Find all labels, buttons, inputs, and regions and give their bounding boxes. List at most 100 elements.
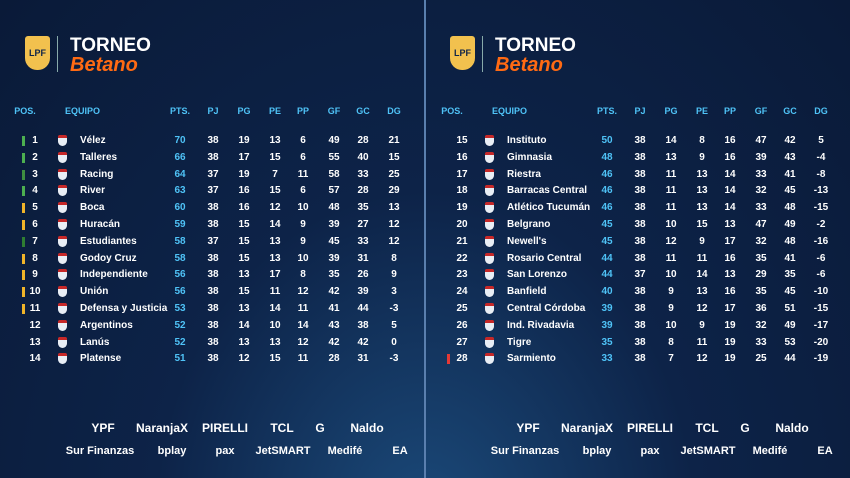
stat: 33	[755, 202, 767, 214]
position: 16	[456, 151, 468, 163]
stat: 16	[724, 151, 736, 163]
stat: 58	[328, 168, 340, 180]
team-badge	[485, 185, 494, 197]
stat: 43	[328, 319, 340, 331]
stat: 48	[328, 202, 340, 214]
team-badge	[485, 252, 494, 264]
stat: 5	[391, 319, 397, 331]
stat: 16	[238, 185, 250, 197]
stat: 11	[665, 252, 677, 264]
column-header: GF	[754, 106, 768, 116]
team-badge	[485, 303, 494, 314]
position: 7	[32, 235, 38, 247]
stat: -4	[816, 151, 826, 163]
sponsor-logo: TCL	[270, 421, 294, 435]
stat: 38	[634, 151, 646, 163]
standings-panel: LPF TORNEO Betano POS. EQUIPO PTS. PJ PG PE PP GF G…	[425, 0, 850, 478]
stat: -20	[813, 336, 829, 348]
stat: 8	[699, 135, 705, 146]
column-header: EQUIPO	[492, 106, 528, 116]
stat: 16	[238, 202, 250, 214]
stat: 9	[699, 235, 705, 247]
sponsor-logo: Sur Finanzas	[490, 445, 560, 457]
stat: 35	[784, 269, 796, 281]
stat: 38	[634, 185, 646, 197]
sponsor-logo: NaranjaX	[135, 421, 189, 435]
team-badge	[58, 286, 67, 298]
stat: 35	[755, 252, 767, 264]
stat: 37	[207, 185, 219, 197]
team-name: Central Córdoba	[507, 303, 586, 314]
stat: 42	[784, 135, 796, 146]
stat: 38	[207, 286, 219, 298]
stat: 48	[784, 202, 796, 214]
team-badge	[58, 269, 67, 281]
team-badge	[485, 353, 494, 365]
stat: 17	[238, 151, 250, 163]
position: 14	[29, 353, 41, 365]
sponsor-logo: EA	[392, 445, 408, 457]
stat: 9	[699, 319, 705, 331]
team-name: Godoy Cruz	[80, 252, 137, 264]
stat: 15	[696, 219, 708, 230]
stat: 13	[238, 269, 250, 281]
position: 15	[456, 135, 468, 146]
team-name: Defensa y Justicia	[80, 303, 168, 314]
logo-divider	[482, 36, 483, 72]
stat: 13	[388, 202, 400, 214]
stat: 12	[388, 235, 400, 247]
stat: 40	[601, 286, 613, 298]
position: 23	[456, 269, 468, 281]
stat: 11	[297, 168, 309, 180]
sponsor-logo: TCL	[695, 421, 719, 435]
stat: 41	[784, 168, 796, 180]
position: 6	[32, 219, 38, 230]
stat: 45	[601, 235, 613, 247]
position: 26	[456, 319, 468, 331]
panel-separator	[424, 0, 426, 478]
team-badge	[485, 219, 494, 230]
stat: 33	[357, 235, 369, 247]
zone-marker	[22, 152, 25, 163]
sponsor-logo: Naldo	[350, 421, 384, 435]
stat: 15	[269, 151, 281, 163]
position: 24	[456, 286, 468, 298]
stat: 31	[357, 252, 369, 264]
team-name: Estudiantes	[80, 235, 137, 247]
stat: 19	[724, 353, 736, 365]
stat: 49	[328, 135, 340, 146]
stat: 41	[328, 303, 340, 314]
position: 18	[456, 185, 468, 197]
stat: 42	[357, 336, 369, 348]
team-name: Unión	[80, 286, 109, 298]
team-name: Belgrano	[507, 219, 551, 230]
stat: 38	[207, 202, 219, 214]
column-header: EQUIPO	[65, 106, 101, 116]
stat: 17	[269, 269, 281, 281]
stat: 53	[174, 303, 186, 314]
stat: 38	[634, 286, 646, 298]
position: 11	[29, 303, 41, 314]
header-title: TORNEO	[495, 35, 576, 56]
zone-marker	[22, 287, 25, 298]
column-header: PTS.	[596, 106, 618, 116]
team-name: Tigre	[507, 336, 532, 348]
stat: 7	[668, 353, 674, 365]
column-header: DG	[387, 106, 401, 116]
team-badge	[58, 185, 67, 197]
stat: 12	[238, 353, 250, 365]
stat: 14	[696, 269, 708, 281]
stat: -3	[389, 353, 399, 365]
team-badge	[58, 319, 67, 331]
stat: 38	[207, 219, 219, 230]
team-badge	[485, 151, 494, 163]
stat: -15	[813, 202, 829, 214]
stat: 40	[357, 151, 369, 163]
stat: 58	[174, 252, 186, 264]
stat: 38	[634, 235, 646, 247]
stat: 6	[300, 185, 306, 197]
stat: 39	[357, 286, 369, 298]
team-badge	[58, 252, 67, 264]
zone-marker	[447, 354, 450, 365]
stat: 42	[328, 336, 340, 348]
